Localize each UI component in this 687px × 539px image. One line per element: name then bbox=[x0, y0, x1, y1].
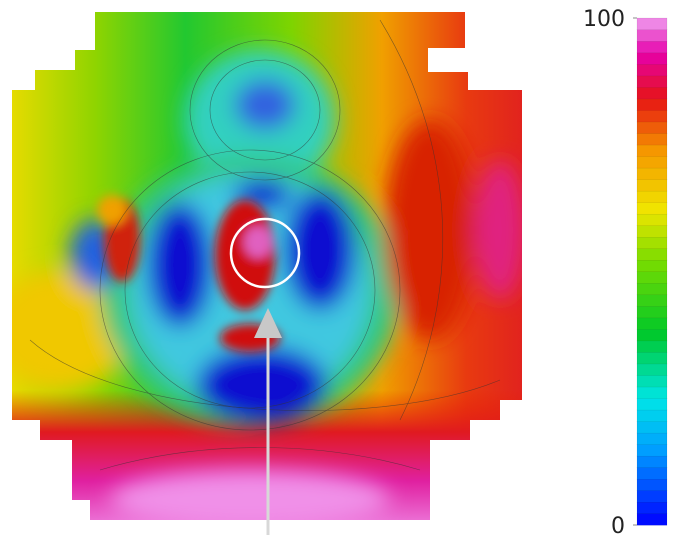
colorbar-band bbox=[636, 513, 668, 526]
colorbar-tick-label: 100 bbox=[583, 7, 625, 32]
colorbar-band bbox=[636, 294, 668, 307]
highlight-circle bbox=[229, 217, 301, 289]
colorbar-band bbox=[636, 213, 668, 226]
colorbar-band bbox=[636, 282, 668, 296]
colorbar-band bbox=[636, 328, 668, 342]
colorbar-band bbox=[636, 236, 668, 249]
colorbar-band bbox=[636, 144, 668, 157]
colorbar-band bbox=[636, 29, 668, 42]
colorbar-band bbox=[636, 421, 668, 434]
colorbar-band bbox=[636, 98, 668, 111]
colorbar-band bbox=[636, 375, 668, 388]
colorbar-band bbox=[636, 351, 668, 365]
colorbar-band bbox=[636, 202, 668, 215]
arrow-head bbox=[254, 308, 282, 338]
colorbar-band bbox=[636, 409, 668, 422]
colorbar-band bbox=[636, 40, 668, 54]
colorbar-band bbox=[636, 271, 668, 284]
colorbar-band bbox=[636, 467, 668, 480]
colorbar-band bbox=[636, 121, 668, 134]
colorbar-band bbox=[636, 259, 668, 272]
colorbar-band bbox=[636, 317, 668, 330]
colorbar-band bbox=[636, 501, 668, 514]
colorbar-band bbox=[636, 167, 668, 180]
colorbar-tick-label: 0 bbox=[611, 514, 625, 535]
colorbar-band bbox=[636, 398, 668, 411]
colorbar-band bbox=[636, 52, 668, 65]
colorbar-band bbox=[636, 63, 668, 77]
colorbar-band bbox=[636, 156, 668, 169]
colorbar-band bbox=[636, 478, 668, 491]
colorbar-band bbox=[636, 444, 668, 457]
colorbar-band bbox=[636, 455, 668, 468]
colorbar-band bbox=[636, 109, 668, 123]
colorbar-band bbox=[636, 133, 668, 146]
colorbar-band bbox=[636, 75, 668, 88]
colorbar-band bbox=[636, 305, 668, 319]
colorbar-band bbox=[636, 340, 668, 353]
colorbar-band bbox=[636, 363, 668, 376]
colorbar-band bbox=[636, 386, 668, 399]
colorbar-band bbox=[636, 179, 668, 192]
colorbar-band bbox=[636, 190, 668, 203]
colorbar-band bbox=[636, 432, 668, 445]
colorbar-band bbox=[636, 490, 668, 503]
colorbar-band bbox=[636, 248, 668, 261]
colorbar: 0 100 bbox=[583, 7, 668, 539]
colorbar-band bbox=[636, 225, 668, 238]
colorbar-band bbox=[636, 17, 668, 31]
colorbar-band bbox=[636, 86, 668, 100]
contour-map bbox=[12, 12, 522, 520]
